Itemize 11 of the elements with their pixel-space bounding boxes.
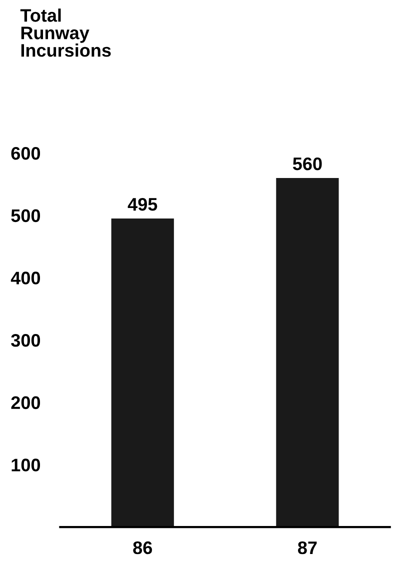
x-tick-label: 87	[298, 541, 317, 554]
y-tick-label: 200	[11, 396, 40, 410]
data-label: 495	[128, 198, 158, 211]
x-tick-label: 86	[133, 541, 152, 554]
y-tick-label: 500	[11, 209, 40, 222]
y-tick-label: 100	[12, 458, 40, 472]
chart-title: Total Runway Incursions	[20, 8, 111, 57]
y-tick-label: 600	[11, 146, 40, 160]
data-label: 560	[292, 157, 322, 170]
y-tick-label: 300	[11, 334, 40, 347]
y-tick-label: 400	[10, 272, 40, 284]
